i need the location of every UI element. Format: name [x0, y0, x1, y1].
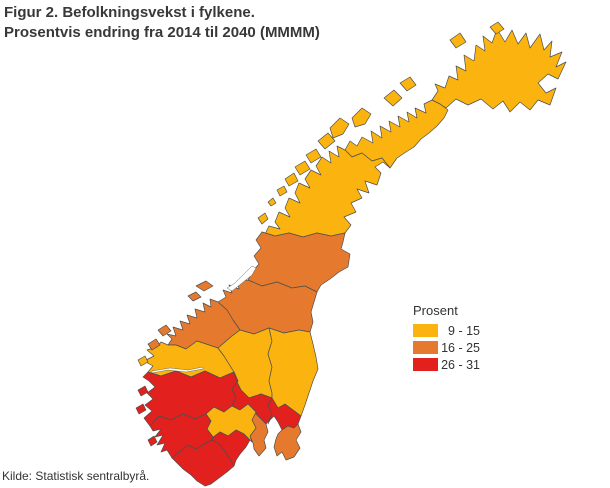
county-hedmark[interactable]	[267, 327, 319, 417]
island-karm-y	[147, 435, 158, 447]
water-trondheimsfjorden	[226, 265, 257, 292]
island-bremanger	[137, 355, 149, 367]
legend-swatch-high	[413, 358, 438, 371]
water-sognefjorden	[151, 366, 204, 374]
island-senja	[351, 107, 372, 128]
island-vester-len	[317, 132, 336, 150]
island-aver-y	[147, 338, 161, 351]
island-bod-y	[257, 212, 269, 225]
source-note: Kilde: Statistisk sentralbyrå.	[2, 469, 150, 483]
figure-title-line1: Figur 2. Befolkningsvekst i fylkene.	[4, 4, 255, 21]
county-nord-tr-ndelag[interactable]	[247, 231, 351, 293]
legend-swatch-low	[413, 324, 438, 337]
legend-swatch-mid	[413, 341, 438, 354]
island-lofoten-3	[284, 172, 299, 187]
county--stfold[interactable]	[273, 423, 302, 461]
island-v-r-y	[267, 197, 277, 207]
legend-item-low[interactable]: 9 - 15	[413, 323, 480, 338]
county-rogaland[interactable]	[149, 413, 214, 459]
island-kval-ya	[383, 89, 403, 107]
legend-label-high: 26 - 31	[441, 357, 480, 372]
island-hinn-ya	[329, 117, 350, 139]
island-lofoten-1	[305, 148, 322, 164]
island-lofoten-2	[294, 160, 311, 176]
map-legend: Prosent 9 - 15 16 - 25 26 - 31	[413, 303, 480, 375]
legend-label-mid: 16 - 25	[441, 340, 480, 355]
island-s-r-ya	[449, 32, 467, 49]
county-finnmark[interactable]	[431, 28, 567, 113]
island-hitra	[187, 291, 202, 302]
legend-title: Prosent	[413, 303, 458, 318]
island-stord	[135, 403, 147, 415]
island-mager-ya	[489, 21, 505, 35]
legend-item-mid[interactable]: 16 - 25	[413, 340, 480, 355]
island--ygarden	[137, 385, 149, 397]
island-sm-la	[157, 324, 172, 337]
figure-title: Figur 2. Befolkningsvekst i fylkene. Pro…	[4, 3, 320, 43]
figure-title-line2: Prosentvis endring fra 2014 til 2040 (MM…	[4, 24, 320, 41]
island-ringvass-ya	[399, 76, 417, 92]
island-lofoten-4	[276, 185, 288, 197]
legend-item-high[interactable]: 26 - 31	[413, 357, 480, 372]
island-fr-ya	[195, 280, 214, 292]
county-troms[interactable]	[344, 99, 449, 169]
legend-label-low: 9 - 15	[448, 323, 480, 338]
